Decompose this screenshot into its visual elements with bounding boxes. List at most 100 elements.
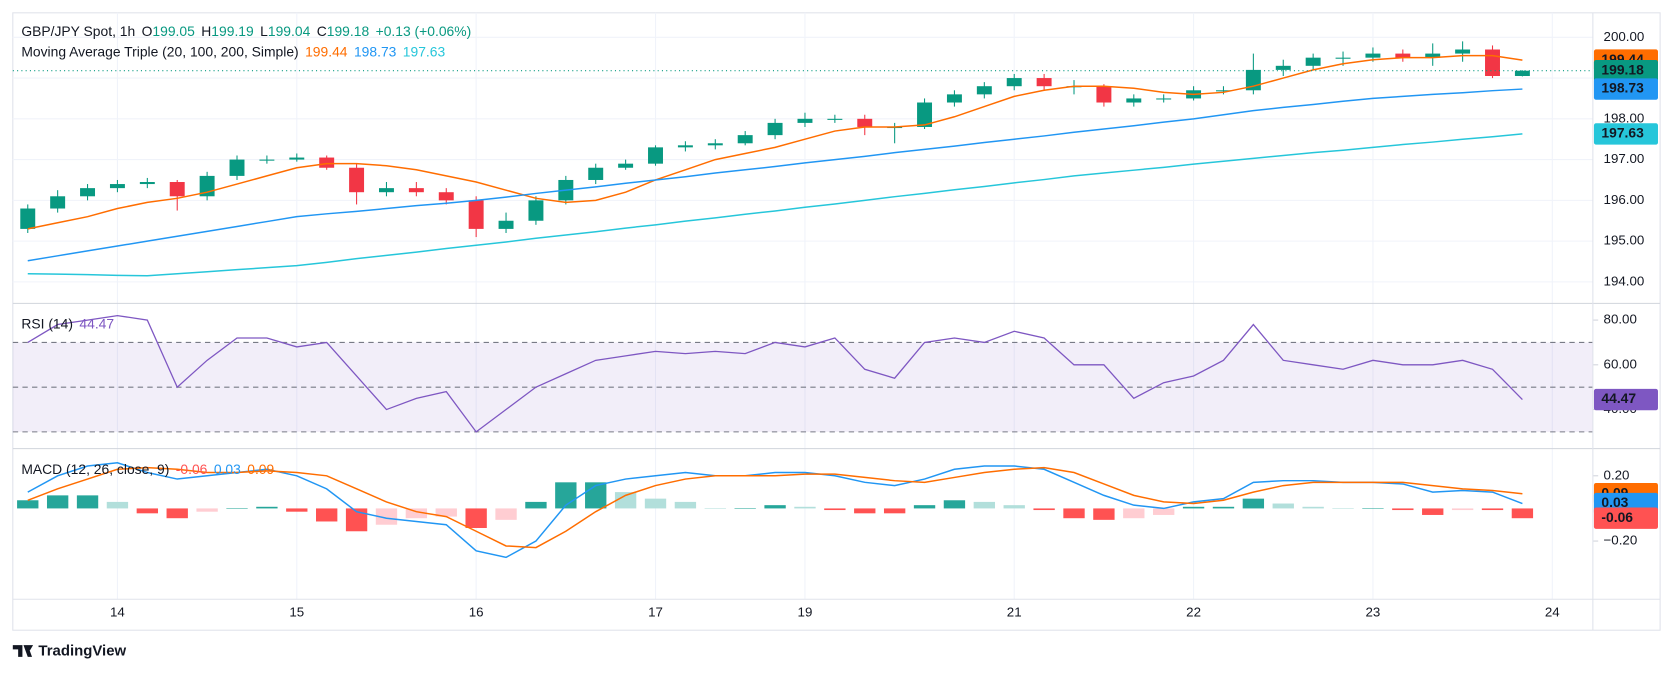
price-label: -0.06 <box>1601 509 1633 525</box>
histogram-bar <box>883 508 906 514</box>
candle-body <box>1455 49 1471 54</box>
histogram-bar <box>17 500 39 509</box>
legend-item: 0.03 <box>214 461 241 477</box>
candle-body <box>1335 57 1351 59</box>
candle-body <box>976 86 992 95</box>
legend-item: 199.04 <box>268 23 311 39</box>
histogram-bar <box>674 501 697 509</box>
candle-body <box>528 200 544 221</box>
candle-body <box>767 122 783 136</box>
candle-body <box>50 196 66 209</box>
price-label-box <box>1593 78 1658 100</box>
histogram-bar <box>106 501 129 509</box>
candle-body <box>408 188 424 193</box>
x-tick-label: 17 <box>648 605 663 620</box>
candle-body <box>677 145 693 148</box>
histogram-bar <box>1481 508 1504 511</box>
price-label: 199.18 <box>1601 61 1644 77</box>
price-label-box <box>1593 123 1658 145</box>
x-tick-label: 14 <box>110 605 125 620</box>
y-tick-label: 80.00 <box>1604 312 1637 327</box>
legend-item: Moving Average Triple (20, 100, 200, Sim… <box>21 43 298 59</box>
y-tick-label: 0.20 <box>1604 467 1630 482</box>
chart-frame <box>12 12 1661 631</box>
candle-body <box>737 135 753 144</box>
price-label: 197.63 <box>1601 125 1644 141</box>
histogram-bar <box>1242 498 1265 509</box>
macd-line <box>27 466 1523 549</box>
y-tick-label: 197.00 <box>1604 151 1645 166</box>
moving-average <box>27 54 1523 230</box>
legend-item: 199.05 <box>152 23 195 39</box>
candle-body <box>319 157 335 168</box>
histogram-bar <box>316 508 338 522</box>
candle-body <box>80 188 96 197</box>
candle-body <box>1215 90 1231 92</box>
legend-item: H <box>201 23 211 39</box>
legend-item: L <box>260 23 268 39</box>
histogram-bar <box>1362 508 1384 509</box>
legend-item: 0.09 <box>247 461 274 477</box>
y-tick-label: 200.00 <box>1604 29 1645 44</box>
candle-body <box>1425 53 1441 58</box>
histogram-bar <box>226 508 248 509</box>
candle-body <box>169 182 185 197</box>
candle-body <box>1395 53 1411 58</box>
y-tick-label: 196.00 <box>1604 192 1645 207</box>
histogram-bar <box>794 506 816 509</box>
histogram-bar <box>1123 508 1145 519</box>
y-tick-label: −0.20 <box>1604 533 1638 548</box>
legend: RSI (14) 44.47 <box>21 315 114 331</box>
histogram-bar <box>734 508 756 509</box>
legend: MACD (12, 26, close, 9) -0.06 0.03 0.09 <box>21 461 274 477</box>
candle-body <box>1514 70 1530 77</box>
histogram-bar <box>1422 508 1444 515</box>
legend: Moving Average Triple (20, 100, 200, Sim… <box>21 43 445 59</box>
price-label: 198.73 <box>1601 80 1644 96</box>
candle-body <box>1156 98 1172 100</box>
x-tick-label: 15 <box>289 605 304 620</box>
histogram-bar <box>465 508 487 529</box>
histogram-bar <box>854 508 876 514</box>
x-tick-label: 24 <box>1545 605 1560 620</box>
histogram-bar <box>614 492 637 509</box>
candle-body <box>109 184 125 189</box>
histogram-bar <box>1063 508 1085 519</box>
histogram-bar <box>345 508 368 532</box>
histogram-bar <box>1272 503 1294 509</box>
x-tick-label: 16 <box>469 605 484 620</box>
x-tick-label: 23 <box>1366 605 1381 620</box>
candle-body <box>648 147 663 164</box>
histogram-bar <box>1182 506 1205 509</box>
legend-item: GBP/JPY Spot, 1h <box>21 23 135 39</box>
labels: 14 15 16 17 19 21 22 23 24 194.00 195.00 196.00 197.… <box>21 23 1658 620</box>
histogram-bar <box>196 508 218 512</box>
moving-average <box>27 133 1523 277</box>
histogram-bar <box>495 508 517 520</box>
histogram-bar <box>1033 508 1055 511</box>
price-label-box <box>1593 60 1658 82</box>
legend-item: 199.44 <box>305 43 348 59</box>
marks <box>12 41 1593 559</box>
price-label-box <box>1593 507 1658 529</box>
histogram-bar <box>1302 506 1324 509</box>
branding: TradingView <box>38 643 126 660</box>
y-tick-label: 198.00 <box>1604 110 1645 125</box>
candle-body <box>20 208 36 229</box>
histogram-bar <box>704 508 726 509</box>
candle-body <box>498 220 514 229</box>
legend-item: 199.19 <box>211 23 254 39</box>
histogram-bar <box>375 508 398 525</box>
candle-body <box>1485 49 1500 77</box>
candle-body <box>827 118 843 120</box>
candle-body <box>349 167 365 193</box>
x-tick-label: 19 <box>798 605 813 620</box>
histogram-bar <box>913 505 936 509</box>
x-tick-label: 22 <box>1186 605 1201 620</box>
histogram-bar <box>1332 508 1354 509</box>
candle-body <box>229 159 245 176</box>
histogram-bar <box>76 495 99 509</box>
logo-mark <box>12 645 34 657</box>
